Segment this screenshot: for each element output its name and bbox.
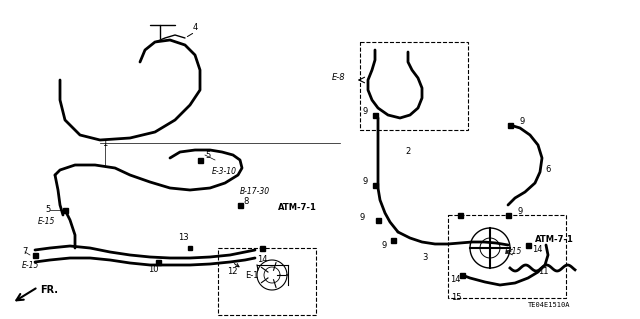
Bar xyxy=(376,218,381,222)
Bar xyxy=(198,158,202,162)
Text: E-15: E-15 xyxy=(22,261,40,270)
Text: 9: 9 xyxy=(381,241,387,249)
Bar xyxy=(390,238,396,242)
Text: 14: 14 xyxy=(450,276,460,285)
Text: 9: 9 xyxy=(363,108,368,116)
Text: TE04E1510A: TE04E1510A xyxy=(527,302,570,308)
Bar xyxy=(63,207,67,212)
Text: B-17-30: B-17-30 xyxy=(240,188,270,197)
Bar xyxy=(237,203,243,207)
Text: 9: 9 xyxy=(363,177,368,187)
Bar xyxy=(188,246,192,250)
Text: ATM-7-1: ATM-7-1 xyxy=(535,235,574,244)
Text: 1: 1 xyxy=(102,138,108,147)
Text: 9: 9 xyxy=(360,213,365,222)
Text: 7: 7 xyxy=(22,248,28,256)
Text: 14: 14 xyxy=(532,246,543,255)
Bar xyxy=(259,246,264,250)
Bar xyxy=(458,212,463,218)
Bar xyxy=(156,259,161,264)
Text: 8: 8 xyxy=(243,197,248,206)
FancyBboxPatch shape xyxy=(360,42,468,130)
Bar xyxy=(506,212,511,218)
Text: E-15: E-15 xyxy=(505,248,522,256)
Text: 10: 10 xyxy=(148,265,158,275)
Text: 3: 3 xyxy=(422,254,428,263)
Text: 5: 5 xyxy=(45,205,51,214)
Text: FR.: FR. xyxy=(40,285,58,295)
Text: E-1: E-1 xyxy=(234,263,259,280)
Text: 6: 6 xyxy=(545,166,550,174)
Text: E-8: E-8 xyxy=(332,72,345,81)
Text: 5: 5 xyxy=(205,151,211,160)
Text: E-3-10: E-3-10 xyxy=(212,167,237,176)
Bar xyxy=(460,272,465,278)
Text: 9: 9 xyxy=(520,117,525,127)
Text: E-15: E-15 xyxy=(38,218,56,226)
Text: 12: 12 xyxy=(227,268,237,277)
Bar xyxy=(508,122,513,128)
Bar xyxy=(525,242,531,248)
Text: 4: 4 xyxy=(193,24,198,33)
Text: 11: 11 xyxy=(538,268,548,277)
Text: 14: 14 xyxy=(257,256,268,264)
Text: 2: 2 xyxy=(405,147,410,157)
Bar xyxy=(372,182,378,188)
Text: 9: 9 xyxy=(518,207,524,217)
Text: ATM-7-1: ATM-7-1 xyxy=(278,204,317,212)
FancyBboxPatch shape xyxy=(448,215,566,298)
Bar xyxy=(372,113,378,117)
Text: 15: 15 xyxy=(451,293,461,301)
Text: 13: 13 xyxy=(178,233,188,241)
Bar xyxy=(33,253,38,257)
FancyBboxPatch shape xyxy=(218,248,316,315)
